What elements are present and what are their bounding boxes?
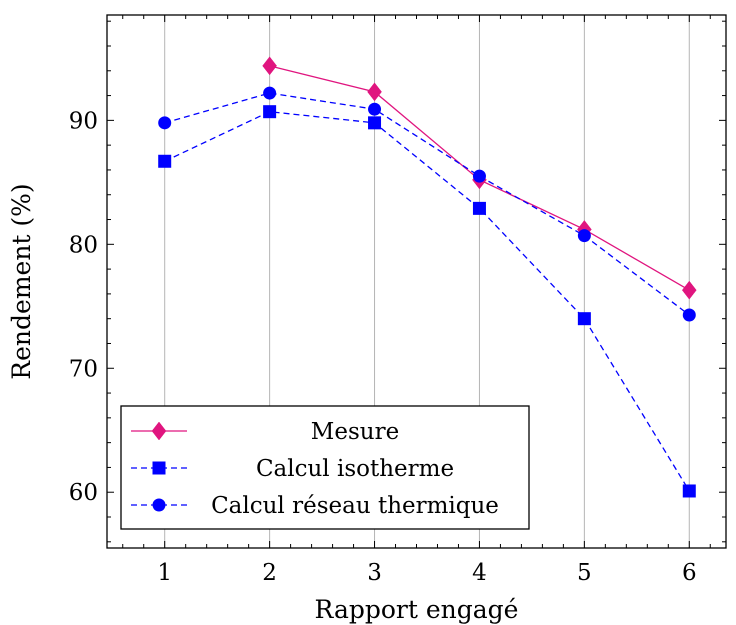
- data-point: [262, 56, 277, 76]
- x-tick-label: 6: [682, 560, 697, 586]
- series-line: [164, 111, 690, 492]
- x-tick-label: 2: [262, 560, 277, 586]
- y-tick-label: 70: [69, 356, 98, 382]
- data-point: [472, 169, 486, 183]
- series-line: [164, 92, 690, 316]
- data-point: [158, 154, 172, 168]
- data-point: [472, 201, 486, 215]
- x-axis-label: Rapport engagé: [315, 595, 519, 624]
- legend-label: Calcul isotherme: [256, 456, 454, 482]
- data-point: [577, 312, 591, 326]
- data-point: [682, 484, 696, 498]
- legend-entry: Calcul réseau thermique: [131, 493, 499, 519]
- data-point: [577, 229, 591, 243]
- legend-marker: [151, 421, 167, 441]
- y-tick-label: 90: [69, 108, 98, 134]
- x-tick-label: 5: [577, 560, 592, 586]
- x-tick-label: 3: [367, 560, 382, 586]
- series-calcul-isotherme: [158, 105, 696, 498]
- legend-box: [120, 405, 530, 530]
- data-point: [158, 116, 172, 130]
- data-point: [263, 105, 277, 119]
- y-tick-label: 80: [69, 232, 98, 258]
- data-point: [681, 280, 697, 300]
- axis-ticks: [107, 15, 726, 548]
- data-point: [367, 82, 382, 102]
- series-group: [158, 56, 697, 498]
- data-point: [368, 116, 382, 130]
- y-axis-label: Rendement (%): [7, 183, 36, 379]
- x-tick-label: 4: [472, 560, 487, 586]
- data-point: [682, 308, 696, 322]
- legend: Mesure Calcul isotherme Calcul réseau ther…: [120, 405, 530, 530]
- legend-marker: [152, 461, 166, 475]
- y-tick-label: 60: [69, 480, 98, 506]
- legend-entry: Calcul isotherme: [131, 456, 454, 482]
- legend-label: Calcul réseau thermique: [211, 493, 499, 519]
- legend-marker: [152, 498, 166, 512]
- data-point: [368, 102, 382, 116]
- legend-label: Mesure: [311, 419, 399, 445]
- tick-labels: 1 2 3 4 5 6 60 70 80 90: [69, 108, 697, 586]
- data-point: [263, 86, 277, 100]
- legend-entry: Mesure: [131, 419, 399, 445]
- x-tick-label: 1: [157, 560, 172, 586]
- series-calcul-reseau-thermique: [158, 86, 696, 322]
